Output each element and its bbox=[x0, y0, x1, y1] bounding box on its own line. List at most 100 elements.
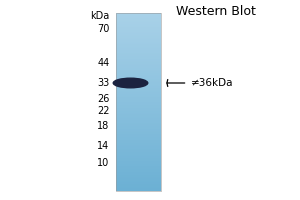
Bar bbox=[116, 142, 160, 143]
Bar bbox=[116, 111, 160, 112]
Bar bbox=[116, 171, 160, 172]
Bar bbox=[116, 103, 160, 104]
Bar bbox=[116, 178, 160, 179]
Bar bbox=[116, 75, 160, 76]
Bar bbox=[116, 172, 160, 173]
Bar bbox=[116, 13, 160, 191]
Bar bbox=[116, 154, 160, 155]
Bar bbox=[116, 123, 160, 124]
Bar bbox=[116, 156, 160, 157]
Bar bbox=[116, 182, 160, 183]
Text: 33: 33 bbox=[97, 78, 110, 88]
Bar bbox=[116, 31, 160, 32]
Bar bbox=[116, 129, 160, 130]
Bar bbox=[116, 106, 160, 107]
Bar bbox=[116, 137, 160, 138]
Bar bbox=[116, 66, 160, 67]
Bar bbox=[116, 37, 160, 38]
Bar bbox=[116, 175, 160, 176]
Bar bbox=[116, 26, 160, 27]
Bar bbox=[116, 70, 160, 71]
Bar bbox=[116, 95, 160, 96]
Bar bbox=[116, 50, 160, 51]
Bar bbox=[116, 43, 160, 44]
Bar bbox=[116, 73, 160, 74]
Bar bbox=[116, 187, 160, 188]
Bar bbox=[116, 29, 160, 30]
Bar bbox=[116, 49, 160, 50]
Ellipse shape bbox=[113, 78, 148, 88]
Bar bbox=[116, 46, 160, 47]
Bar bbox=[116, 102, 160, 103]
Bar bbox=[116, 60, 160, 61]
Bar bbox=[116, 147, 160, 148]
Bar bbox=[116, 79, 160, 80]
Bar bbox=[116, 175, 160, 176]
Bar bbox=[116, 178, 160, 179]
Bar bbox=[116, 93, 160, 94]
Bar bbox=[116, 181, 160, 182]
Bar bbox=[116, 99, 160, 100]
Bar bbox=[116, 63, 160, 64]
Bar bbox=[116, 182, 160, 183]
Bar bbox=[116, 23, 160, 24]
Bar bbox=[116, 153, 160, 154]
Bar bbox=[116, 32, 160, 33]
Bar bbox=[116, 78, 160, 79]
Bar bbox=[116, 164, 160, 165]
Bar bbox=[116, 179, 160, 180]
Bar bbox=[116, 18, 160, 19]
Bar bbox=[116, 174, 160, 175]
Bar bbox=[116, 47, 160, 48]
Bar bbox=[116, 108, 160, 109]
Bar bbox=[116, 138, 160, 139]
Bar bbox=[116, 190, 160, 191]
Bar bbox=[116, 15, 160, 16]
Bar bbox=[116, 51, 160, 52]
Bar bbox=[116, 125, 160, 126]
Bar bbox=[116, 124, 160, 125]
Bar bbox=[116, 20, 160, 21]
Bar bbox=[116, 160, 160, 161]
Bar bbox=[116, 109, 160, 110]
Bar bbox=[116, 35, 160, 36]
Bar bbox=[116, 159, 160, 160]
Bar bbox=[116, 112, 160, 113]
Bar bbox=[116, 105, 160, 106]
Bar bbox=[116, 107, 160, 108]
Bar bbox=[116, 41, 160, 42]
Bar bbox=[116, 45, 160, 46]
Bar bbox=[116, 118, 160, 119]
Bar bbox=[116, 77, 160, 78]
Bar bbox=[116, 140, 160, 141]
Text: ≠36kDa: ≠36kDa bbox=[190, 78, 233, 88]
Bar bbox=[116, 68, 160, 69]
Bar bbox=[116, 150, 160, 151]
Bar bbox=[116, 163, 160, 164]
Bar bbox=[116, 71, 160, 72]
Bar bbox=[116, 81, 160, 82]
Bar bbox=[116, 74, 160, 75]
Bar bbox=[116, 128, 160, 129]
Bar bbox=[116, 30, 160, 31]
Bar bbox=[116, 39, 160, 40]
Bar bbox=[116, 167, 160, 168]
Bar bbox=[116, 80, 160, 81]
Bar bbox=[116, 52, 160, 53]
Bar bbox=[116, 56, 160, 57]
Bar bbox=[116, 16, 160, 17]
Bar bbox=[116, 13, 160, 14]
Bar bbox=[116, 26, 160, 27]
Bar bbox=[116, 64, 160, 65]
Bar bbox=[116, 149, 160, 150]
Bar bbox=[116, 44, 160, 45]
Bar bbox=[116, 19, 160, 20]
Bar bbox=[116, 33, 160, 34]
Bar bbox=[116, 85, 160, 86]
Bar bbox=[116, 162, 160, 163]
Bar bbox=[116, 80, 160, 81]
Bar bbox=[116, 172, 160, 173]
Bar bbox=[116, 83, 160, 84]
Bar bbox=[116, 21, 160, 22]
Bar bbox=[116, 73, 160, 74]
